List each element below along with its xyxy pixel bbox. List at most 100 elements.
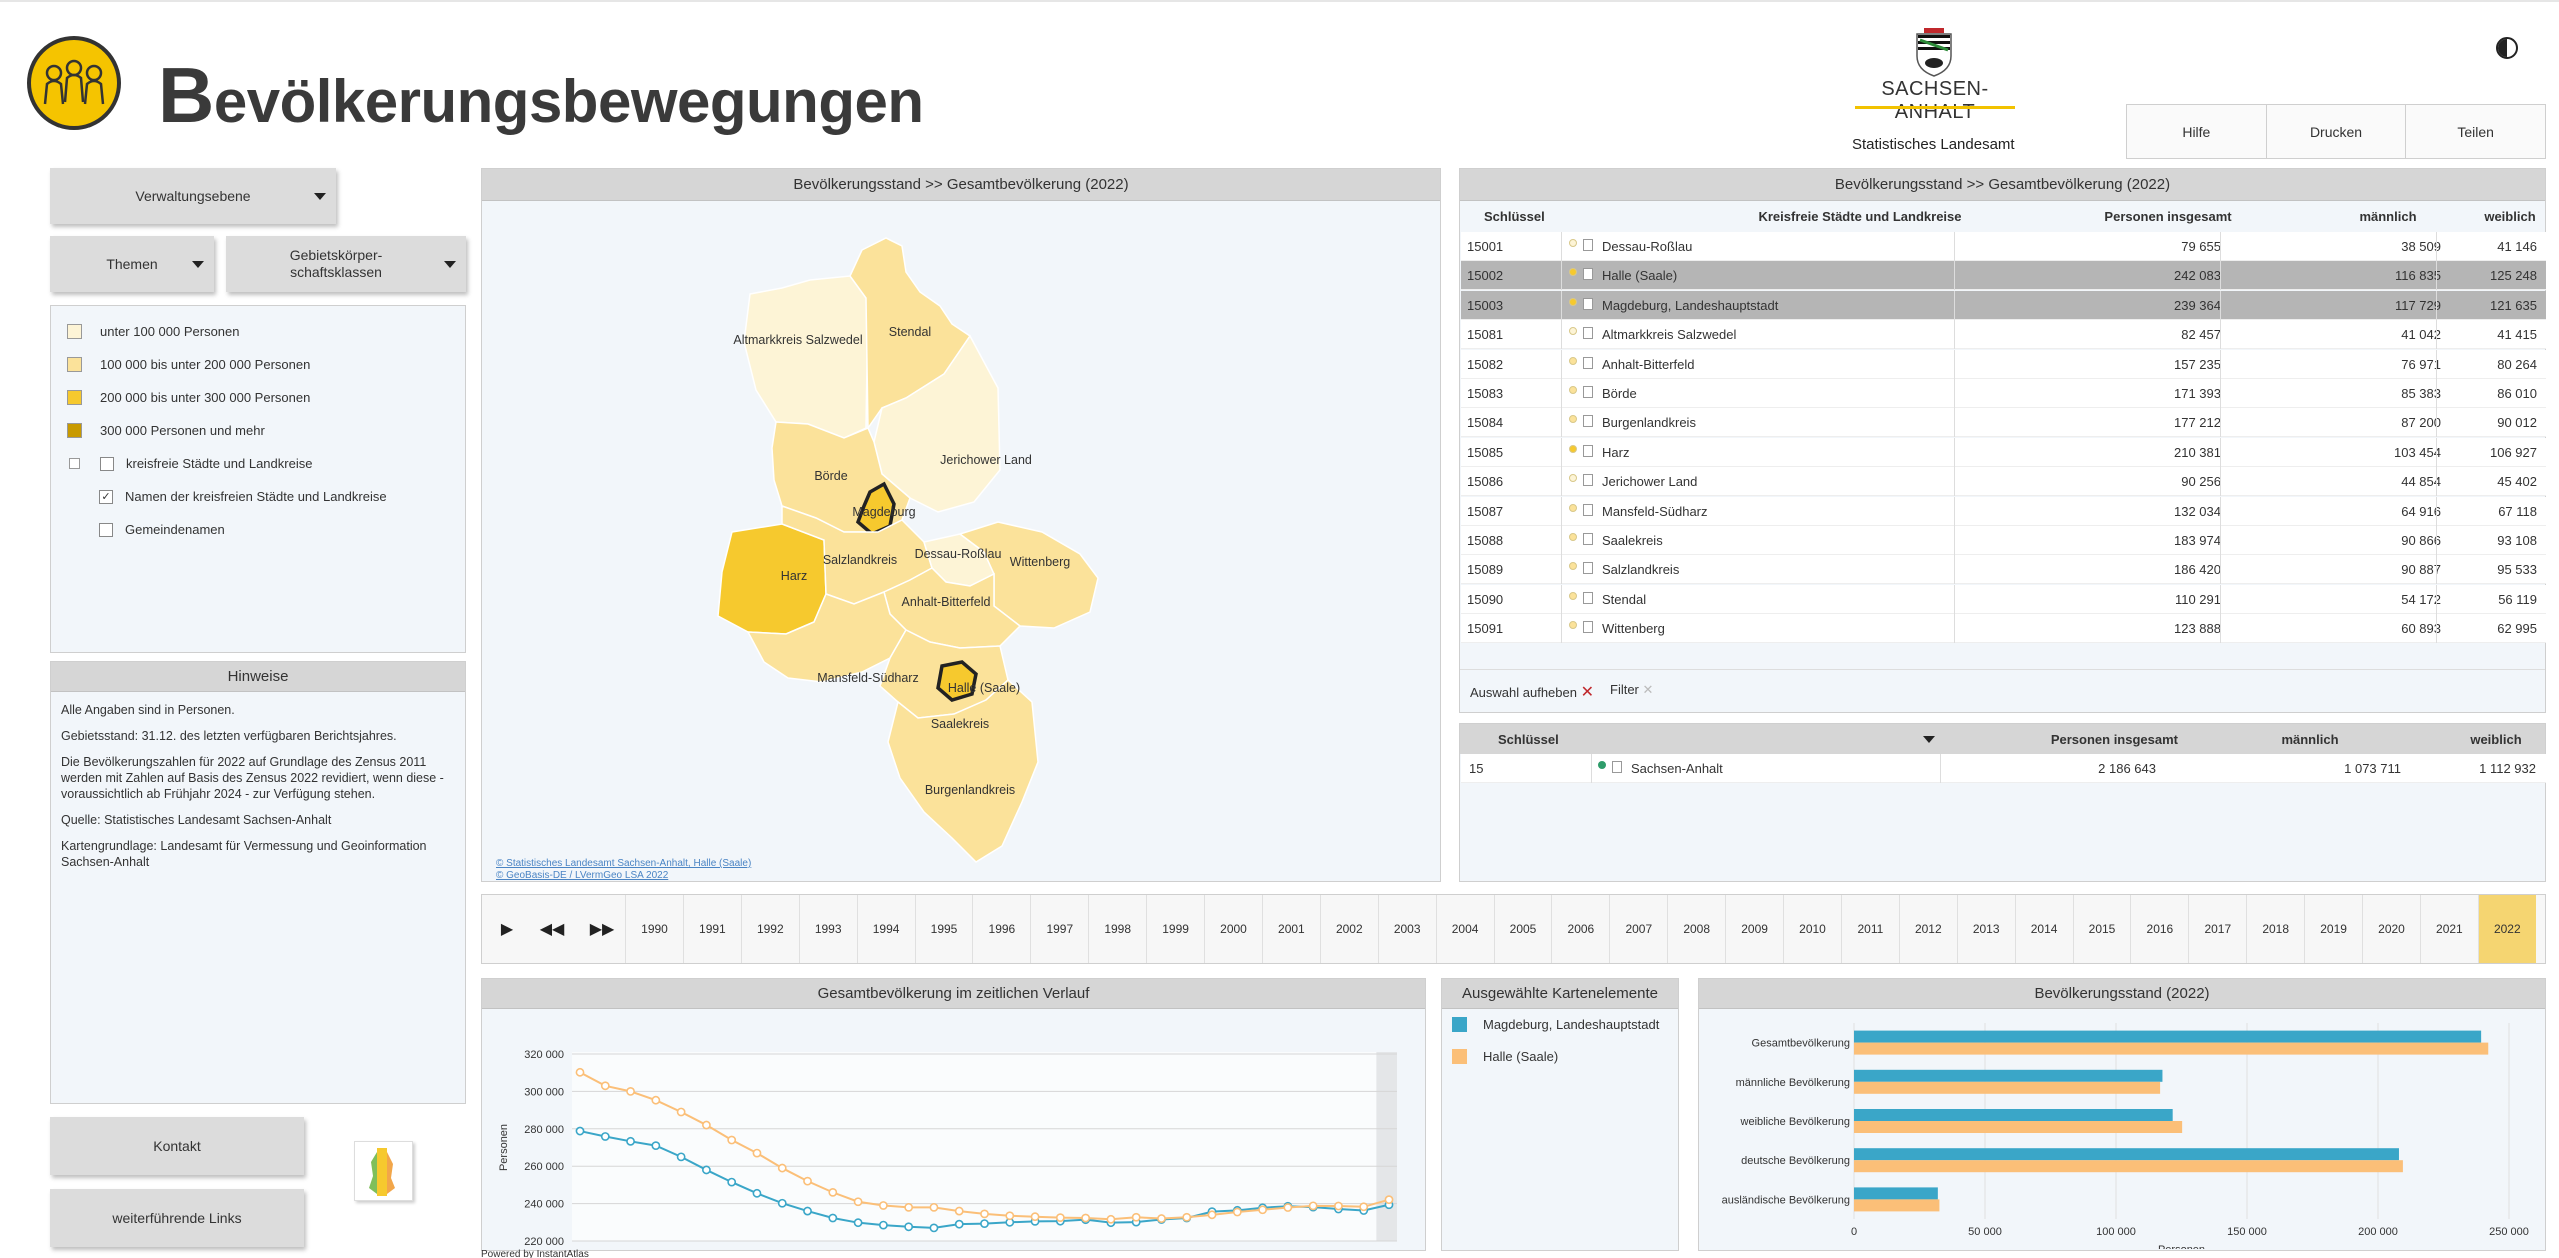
table-row[interactable]: 15 Sachsen-Anhalt 2 186 643 1 073 711 1 … (1461, 754, 2546, 783)
document-icon[interactable] (1612, 761, 1622, 773)
document-icon[interactable] (1583, 327, 1593, 340)
year-1993[interactable]: 1993 (798, 895, 857, 963)
table-row[interactable]: 15085 Harz 210 381 103 454 106 927 (1461, 437, 2546, 467)
table-row[interactable]: 15084 Burgenlandkreis 177 212 87 200 90 … (1461, 408, 2546, 438)
year-2001[interactable]: 2001 (1261, 895, 1320, 963)
col-name[interactable]: Kreisfreie Städte und Landkreise (1758, 209, 1962, 224)
district-map[interactable]: Altmarkkreis Salzwedel Stendal Jerichowe… (482, 202, 1440, 882)
cell-name: Wittenberg (1602, 621, 1665, 637)
col-male[interactable]: männlich (2359, 209, 2417, 224)
document-icon[interactable] (1583, 621, 1593, 634)
further-links-button[interactable]: weiterführende Links (50, 1189, 304, 1247)
year-1991[interactable]: 1991 (682, 895, 741, 963)
document-icon[interactable] (1583, 474, 1593, 487)
year-2005[interactable]: 2005 (1493, 895, 1552, 963)
year-1992[interactable]: 1992 (740, 895, 799, 963)
document-icon[interactable] (1583, 562, 1593, 575)
document-icon[interactable] (1583, 239, 1593, 251)
table-row[interactable]: 15091 Wittenberg 123 888 60 893 62 995 (1461, 614, 2546, 644)
document-icon[interactable] (1583, 356, 1593, 369)
table-row[interactable]: 15083 Börde 171 393 85 383 86 010 (1461, 379, 2546, 408)
year-1996[interactable]: 1996 (972, 895, 1030, 963)
table-row[interactable]: 15082 Anhalt-Bitterfeld 157 235 76 971 8… (1461, 349, 2546, 379)
table-row[interactable]: 15003 Magdeburg, Landeshauptstadt 239 36… (1461, 290, 2546, 320)
district-names-checkbox[interactable]: ✓ (99, 489, 113, 504)
document-icon[interactable] (1583, 386, 1593, 398)
year-1994[interactable]: 1994 (856, 895, 915, 963)
col-key[interactable]: Schlüssel (1484, 209, 1545, 224)
chevron-down-icon[interactable] (1923, 736, 1935, 743)
year-1999[interactable]: 1999 (1146, 895, 1204, 963)
year-2011[interactable]: 2011 (1840, 895, 1899, 963)
year-2007[interactable]: 2007 (1609, 895, 1667, 963)
help-button[interactable]: Hilfe (2127, 105, 2267, 158)
year-1998[interactable]: 1998 (1088, 895, 1146, 963)
document-icon[interactable] (1583, 503, 1593, 516)
layer-toggle-district-names[interactable]: ✓ Namen der kreisfreien Städte und Landk… (99, 489, 387, 504)
table-row[interactable]: 15001 Dessau-Roßlau 79 655 38 509 41 146 (1461, 232, 2546, 261)
table-row[interactable]: 15089 Salzlandkreis 186 420 90 887 95 53… (1461, 555, 2546, 585)
col-total[interactable]: Personen insgesamt (2050, 732, 2178, 747)
document-icon[interactable] (1583, 415, 1593, 428)
year-2000[interactable]: 2000 (1204, 895, 1262, 963)
table-row[interactable]: 15086 Jerichower Land 90 256 44 854 45 4… (1461, 467, 2546, 497)
municipality-names-checkbox[interactable] (99, 522, 113, 537)
selected-item-magdeburg[interactable]: Magdeburg, Landeshauptstadt (1452, 1017, 1659, 1032)
year-2013[interactable]: 2013 (1956, 895, 2015, 963)
document-icon[interactable] (1583, 297, 1593, 310)
table-row[interactable]: 15090 Stendal 110 291 54 172 56 119 (1461, 584, 2546, 614)
classes-dropdown[interactable]: Gebietskörper- schaftsklassen (226, 236, 466, 292)
document-icon[interactable] (1583, 533, 1593, 545)
year-2020[interactable]: 2020 (2362, 895, 2420, 963)
year-2004[interactable]: 2004 (1435, 895, 1494, 963)
clear-selection-button[interactable]: Auswahl aufheben ✕ (1470, 682, 1594, 702)
population-pyramid-thumbnail[interactable] (354, 1141, 413, 1201)
play-icon[interactable]: ▶ (500, 921, 514, 938)
year-1995[interactable]: 1995 (914, 895, 973, 963)
col-male[interactable]: männlich (2281, 732, 2339, 747)
col-female[interactable]: weiblich (2470, 732, 2522, 747)
map-copyright-link[interactable]: © Statistisches Landesamt Sachsen-Anhalt… (496, 858, 752, 869)
layer-toggle-districts[interactable]: kreisfreie Städte und Landkreise (67, 456, 312, 471)
selected-item-halle[interactable]: Halle (Saale) (1452, 1049, 1558, 1064)
admin-level-dropdown[interactable]: Verwaltungsebene (50, 168, 336, 224)
year-2022[interactable]: 2022 (2477, 895, 2536, 963)
geobasis-copyright-link[interactable]: © GeoBasis-DE / LVermGeo LSA 2022 (496, 870, 669, 881)
year-1990[interactable]: 1990 (625, 895, 683, 963)
year-2003[interactable]: 2003 (1377, 895, 1436, 963)
rewind-icon[interactable]: ◀◀ (539, 921, 565, 938)
layer-toggle-municipality-names[interactable]: Gemeindenamen (99, 522, 225, 537)
year-2012[interactable]: 2012 (1898, 895, 1957, 963)
year-1997[interactable]: 1997 (1030, 895, 1088, 963)
year-2008[interactable]: 2008 (1667, 895, 1725, 963)
themes-dropdown[interactable]: Themen (50, 236, 214, 292)
year-2017[interactable]: 2017 (2188, 895, 2246, 963)
table-row[interactable]: 15087 Mansfeld-Südharz 132 034 64 916 67… (1461, 496, 2546, 526)
col-key[interactable]: Schlüssel (1498, 732, 1559, 747)
table-row[interactable]: 15081 Altmarkkreis Salzwedel 82 457 41 0… (1461, 320, 2546, 350)
year-2021[interactable]: 2021 (2419, 895, 2478, 963)
col-total[interactable]: Personen insgesamt (2104, 209, 2232, 224)
year-2014[interactable]: 2014 (2014, 895, 2073, 963)
document-icon[interactable] (1583, 444, 1593, 457)
year-2010[interactable]: 2010 (1783, 895, 1841, 963)
document-icon[interactable] (1583, 591, 1593, 604)
year-2002[interactable]: 2002 (1319, 895, 1378, 963)
year-2009[interactable]: 2009 (1725, 895, 1783, 963)
document-icon[interactable] (1583, 268, 1593, 281)
year-2018[interactable]: 2018 (2246, 895, 2304, 963)
year-2019[interactable]: 2019 (2304, 895, 2362, 963)
table-row[interactable]: 15002 Halle (Saale) 242 083 116 835 125 … (1461, 261, 2546, 291)
districts-checkbox[interactable] (100, 456, 114, 471)
contact-button[interactable]: Kontakt (50, 1117, 304, 1175)
year-2015[interactable]: 2015 (2072, 895, 2131, 963)
year-2006[interactable]: 2006 (1551, 895, 1609, 963)
col-female[interactable]: weiblich (2484, 209, 2536, 224)
print-button[interactable]: Drucken (2267, 105, 2407, 158)
filter-button[interactable]: Filter ✕ (1610, 682, 1653, 698)
year-2016[interactable]: 2016 (2130, 895, 2188, 963)
share-button[interactable]: Teilen (2457, 123, 2494, 140)
table-row[interactable]: 15088 Saalekreis 183 974 90 866 93 108 (1461, 526, 2546, 555)
contrast-toggle-icon[interactable] (2496, 37, 2518, 59)
fast-forward-icon[interactable]: ▶▶ (589, 921, 615, 938)
